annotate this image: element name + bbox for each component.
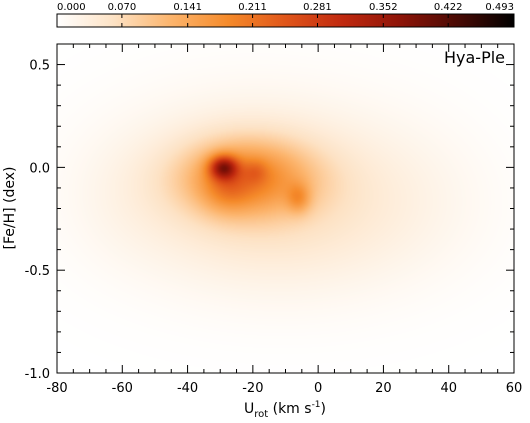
x-tick-label: -80 [46,381,67,396]
x-axis-label-superscript: -1 [312,400,321,410]
x-axis-tick-labels: -80 -60 -40 -20 0 20 40 60 [46,381,522,396]
x-axis-ticks [56,44,515,373]
x-axis-label: Urot (km s-1) [244,400,326,420]
y-tick-label: -1.0 [25,367,50,382]
x-axis-label-close: ) [321,401,326,417]
x-tick-label: -40 [177,381,198,396]
colorbar-ticks [56,14,515,27]
annotation-label: Hya-Ple [444,48,505,67]
colorbar-tick-labels: 0.000 0.070 0.141 0.211 0.281 0.352 0.422 0.493 [57,2,514,13]
x-tick-label: 40 [440,381,457,396]
colorbar: 0.000 0.070 0.141 0.211 0.281 0.352 0.422 0.493 [56,2,515,28]
colorbar-tick-label: 0.070 [108,2,137,13]
colorbar-gradient [56,13,515,28]
x-tick-label: 60 [506,381,523,396]
colorbar-tick-label: 0.141 [173,2,202,13]
x-tick-label: -20 [242,381,263,396]
colorbar-tick-label: 0.000 [57,2,86,13]
x-tick-label: 20 [375,381,392,396]
colorbar-tick-label: 0.281 [303,2,332,13]
x-axis-label-main: U [244,401,254,417]
y-axis-ticks [57,43,514,374]
y-tick-label: -0.5 [25,264,50,279]
x-axis-label-subscript: rot [254,409,268,420]
colorbar-tick-label: 0.352 [369,2,398,13]
colorbar-tick-label: 0.493 [485,2,514,13]
y-tick-label: 0.0 [29,161,50,176]
y-axis-tick-labels: -1.0 -0.5 0.0 0.5 [25,59,50,382]
density-image [57,44,514,373]
colorbar-tick-label: 0.422 [434,2,463,13]
x-tick-label: 0 [314,381,322,396]
colorbar-tick-label: 0.211 [238,2,267,13]
density-image-frame [57,44,514,373]
x-tick-label: -60 [112,381,133,396]
x-axis-label-units: (km s [268,401,311,417]
y-axis-label: [Fe/H] (dex) [2,167,18,250]
y-tick-label: 0.5 [29,59,50,74]
